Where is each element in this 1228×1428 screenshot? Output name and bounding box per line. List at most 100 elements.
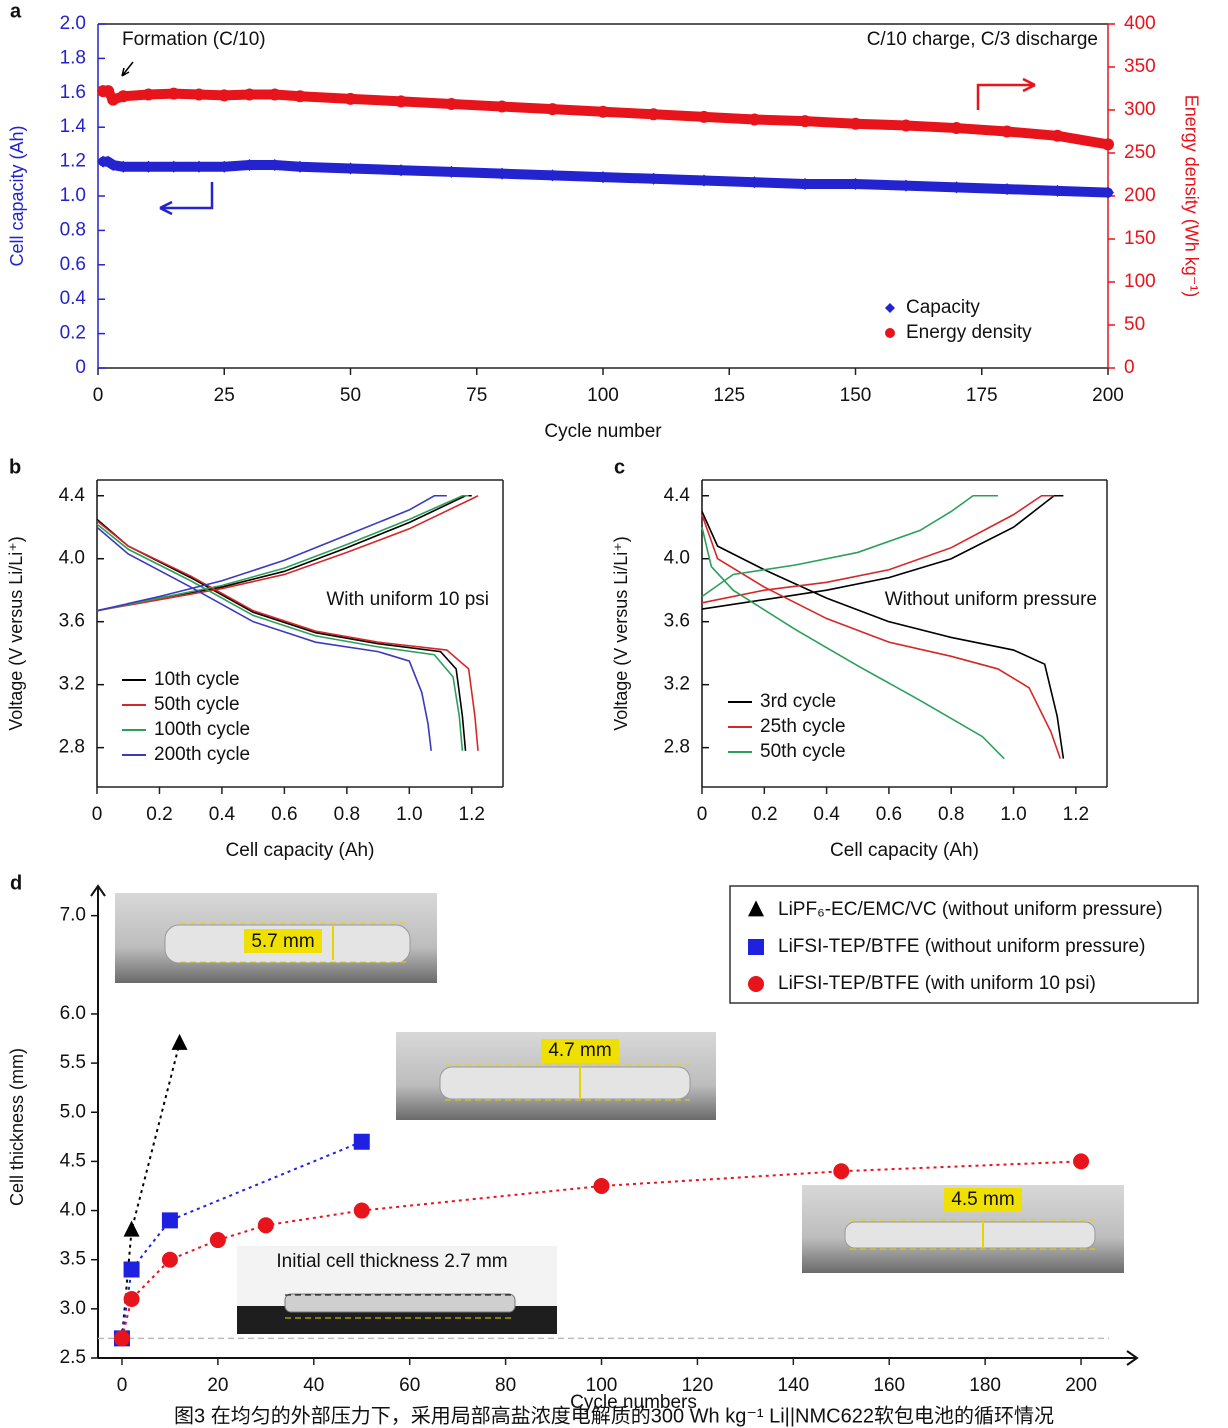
x-axis-label: Cycle number: [544, 421, 662, 442]
marker: [748, 176, 761, 189]
marker: [218, 160, 231, 173]
marker: [142, 160, 155, 173]
y-tick-label: 1.6: [60, 82, 86, 103]
x-tick-label: 25: [214, 385, 235, 406]
y-tick-label: 5.0: [60, 1101, 86, 1122]
photo: 5.7 mm: [115, 893, 437, 983]
x-tick-label: 0: [92, 804, 103, 825]
x-tick-label: 80: [495, 1375, 516, 1396]
marker: [546, 169, 559, 182]
x-tick-label: 1.2: [1063, 804, 1089, 825]
marker: [107, 159, 120, 172]
legend-label: 3rd cycle: [760, 691, 836, 712]
x-axis: [98, 1350, 1139, 1366]
y-tick-label: 4.0: [59, 548, 85, 569]
y2-tick-label: 100: [1124, 271, 1156, 292]
x-tick-label: 50: [340, 385, 361, 406]
legend-label: Capacity: [906, 297, 980, 318]
marker: [900, 119, 912, 132]
marker: [1102, 186, 1114, 199]
x-tick-label: 0.6: [271, 804, 297, 825]
y-tick-label: 2.8: [664, 737, 690, 758]
x-tick-label: 200: [1092, 385, 1124, 406]
y-tick-label: 3.2: [59, 674, 85, 695]
x-tick-label: 0: [117, 1375, 128, 1396]
marker: [353, 1202, 370, 1219]
x-axis-label: Cycle numbers: [570, 1392, 697, 1413]
marker: [243, 159, 256, 172]
legend-label: 100th cycle: [154, 719, 250, 740]
photo: 4.5 mm: [802, 1185, 1124, 1273]
marker: [193, 88, 205, 101]
y2-tick-label: 350: [1124, 56, 1156, 77]
panel-letter: d: [10, 872, 22, 894]
x-tick-label: 40: [303, 1375, 324, 1396]
legend-label: LiFSI-TEP/BTFE (with uniform 10 psi): [778, 973, 1096, 994]
panel-letter: a: [10, 0, 22, 22]
annotation: C/10 charge, C/3 discharge: [867, 29, 1098, 50]
marker: [849, 117, 862, 130]
marker: [161, 1212, 178, 1229]
formation-arrow: [121, 61, 134, 77]
left-axis-arrow: [159, 182, 214, 216]
marker: [123, 1220, 140, 1237]
marker: [123, 1261, 140, 1278]
x-tick-label: 200: [1065, 1375, 1097, 1396]
x-tick-label: 0.2: [146, 804, 172, 825]
series-trace: [98, 86, 1113, 150]
y-axis-label: Voltage (V versus Li/Li⁺): [611, 536, 631, 731]
photo-label: 5.7 mm: [251, 931, 314, 952]
y-tick-label: 4.4: [664, 485, 691, 506]
marker: [193, 160, 205, 173]
marker: [344, 92, 357, 105]
y2-tick-label: 400: [1124, 13, 1156, 34]
marker: [647, 108, 660, 121]
y-tick-label: 3.0: [60, 1298, 86, 1319]
marker: [1051, 129, 1064, 142]
x-tick-label: 125: [713, 385, 745, 406]
y-tick-label: 4.5: [60, 1150, 86, 1171]
y-tick-label: 6.0: [60, 1003, 86, 1024]
legend-label: 200th cycle: [154, 744, 250, 765]
marker: [209, 1232, 226, 1249]
series-line: [701, 494, 1005, 760]
x-tick-label: 75: [466, 385, 487, 406]
marker: [546, 103, 559, 116]
y-axis-label: Voltage (V versus Li/Li⁺): [6, 536, 26, 731]
x-axis-label: Cell capacity (Ah): [830, 840, 979, 861]
y-tick-label: 7.0: [60, 905, 86, 926]
y-tick-label: 2.0: [60, 13, 86, 34]
x-tick-label: 0: [93, 385, 104, 406]
marker: [445, 97, 458, 110]
marker: [113, 1330, 130, 1347]
marker: [161, 1251, 178, 1268]
caption: 图3 在均匀的外部压力下，采用局部高盐浓度电解质的300 Wh kg⁻¹ Li|…: [174, 1404, 1054, 1427]
marker: [698, 110, 710, 123]
marker: [597, 171, 609, 184]
y-tick-label: 3.6: [664, 611, 690, 632]
x-tick-label: 20: [207, 1375, 228, 1396]
x-tick-label: 0.8: [334, 804, 360, 825]
y-axis-label: Cell capacity (Ah): [7, 125, 27, 266]
photo: Initial cell thickness 2.7 mm: [237, 1246, 557, 1334]
y-tick-label: 3.5: [60, 1249, 86, 1270]
marker: [799, 177, 811, 190]
y-tick-label: 2.5: [60, 1347, 86, 1368]
y-tick-label: 0.4: [60, 288, 87, 309]
marker: [142, 88, 155, 101]
y-tick-label: 1.8: [60, 47, 86, 68]
marker: [353, 1133, 370, 1150]
y2-tick-label: 150: [1124, 228, 1156, 249]
marker: [117, 90, 130, 103]
annotation: Without uniform pressure: [885, 589, 1097, 610]
marker: [647, 172, 660, 185]
legend-swatch: [748, 939, 764, 955]
y-tick-label: 3.6: [59, 611, 85, 632]
annotation: With uniform 10 psi: [326, 589, 489, 610]
x-tick-label: 1.2: [459, 804, 485, 825]
y2-axis-label: Energy density (Wh kg⁻¹): [1181, 95, 1201, 298]
y-axis-label: Cell thickness (mm): [7, 1048, 27, 1206]
marker: [294, 160, 306, 173]
y-tick-label: 0.2: [60, 323, 86, 344]
